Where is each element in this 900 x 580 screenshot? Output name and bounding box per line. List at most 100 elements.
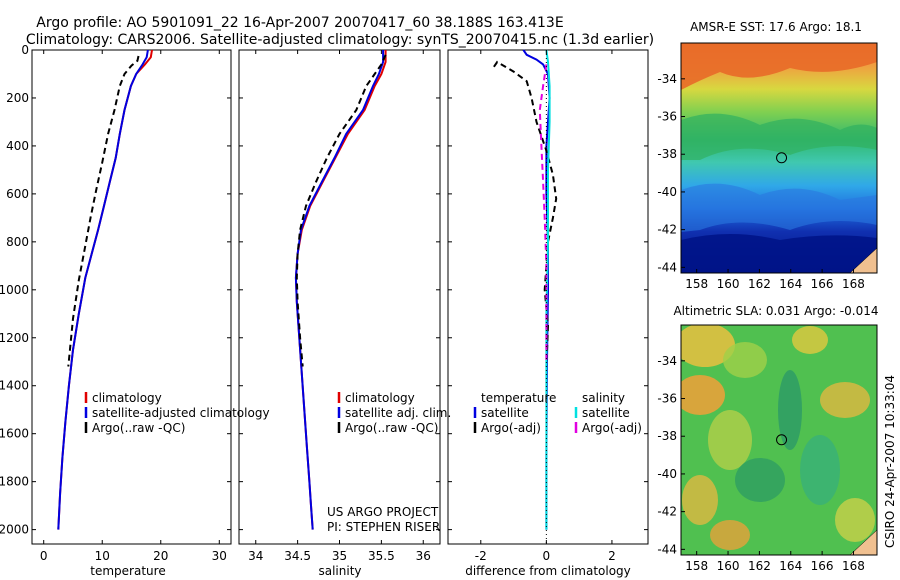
temperature-legend-climatology: climatology [92,391,162,405]
salinity-xtick-label-4: 36 [416,549,431,563]
temperature-series-2 [67,55,140,367]
sla-map-ticks: 158 160 162 164 166 168 -34 -36 -38 -40 -42 -44 [657,354,865,573]
sst_map-ytick-label-2: -38 [657,147,677,161]
salinity-xtick-label-3: 35.5 [368,549,395,563]
salinity-legend: climatology satellite adj. clim. Argo(..… [337,391,451,435]
sla-map-panel: Altimetric SLA: 0.031 Argo: -0.014 158 16… [657,304,878,573]
sla_map-xtick-label-5: 168 [842,559,865,573]
difference-legend: temperature salinity satellite Argo(-adj… [473,391,642,435]
temperature-ytick-label-7: 1400 [0,379,29,393]
temperature-xlabel: temperature [90,564,165,578]
temperature-ytick-label-3: 600 [6,187,29,201]
temperature-legend-argo: Argo(..raw -QC) [92,421,185,435]
figure-title-line2: Climatology: CARS2006. Satellite-adjuste… [26,32,654,48]
sla-map-title: Altimetric SLA: 0.031 Argo: -0.014 [673,304,878,318]
sla_map-xtick-label-0: 158 [685,559,708,573]
temperature-lines [57,49,153,530]
salinity-legend-argo: Argo(..raw -QC) [345,421,438,435]
difference-series-3 [538,64,548,362]
credit-project: US ARGO PROJECT [327,505,439,519]
sst_map-ytick-label-0: -34 [657,72,677,86]
temperature-series-0 [57,49,153,530]
sst-map-panel: AMSR-E SST: 17.6 Argo: 18.1 158 160 162 164… [657,20,878,291]
sst_map-ytick-label-1: -36 [657,110,677,124]
temperature-axes-frame [31,49,232,545]
figure-title-line1: Argo profile: AO 5901091_22 16-Apr-2007 … [36,15,563,31]
difference-panel: -2 0 2 difference from climatology tempera… [447,49,649,578]
salinity-ticks: 34 34.5 35 35.5 36 [239,49,440,563]
temperature-xtick-label-3: 30 [212,549,227,563]
sla-map-frame [680,324,878,556]
temperature-xtick-label-0: 0 [40,549,48,563]
sla_map-xtick-label-2: 162 [748,559,771,573]
difference-legend-sal-satellite: satellite [582,406,630,420]
sst_map-xtick-label-2: 162 [748,277,771,291]
difference-legend-header-salinity: salinity [582,391,625,405]
sst_map-ytick-label-5: -44 [657,260,677,274]
salinity-series-0 [294,50,387,530]
sst_map-xtick-label-0: 158 [685,277,708,291]
sst_map-ytick-label-4: -42 [657,223,677,237]
sla_map-ytick-label-1: -36 [657,392,677,406]
salinity-legend-climatology: climatology [345,391,415,405]
sst-map-image [681,43,877,273]
salinity-series-2 [295,54,387,367]
difference-series-1 [493,60,558,367]
temperature-ytick-label-6: 1200 [0,331,29,345]
salinity-axes-frame [238,49,441,545]
difference-xtick-label-1: 0 [543,549,551,563]
difference-legend-temp-argo: Argo(-adj) [481,421,541,435]
sla_map-ytick-label-5: -44 [657,542,677,556]
difference-series-2 [545,49,551,530]
temperature-ytick-label-2: 400 [6,139,29,153]
sst_map-xtick-label-4: 166 [811,277,834,291]
temperature-ytick-label-4: 800 [6,235,29,249]
difference-xtick-label-2: 2 [608,549,616,563]
temperature-xtick-label-1: 10 [95,549,110,563]
salinity-panel: 34 34.5 35 35.5 36 salinity climatology sate… [238,49,451,578]
sst_map-xtick-label-1: 160 [717,277,740,291]
salinity-lines [294,50,387,530]
sla_map-xtick-label-1: 160 [717,559,740,573]
difference-legend-temp-satellite: satellite [481,406,529,420]
temperature-ytick-label-5: 1000 [0,283,29,297]
csiro-timestamp: CSIRO 24-Apr-2007 10:33:04 [883,375,897,548]
difference-xtick-label-0: -2 [475,549,487,563]
difference-legend-sal-argo: Argo(-adj) [582,421,642,435]
sst-map-ticks: 158 160 162 164 166 168 -34 -36 -38 -40 -42 -44 [657,72,865,291]
sla_map-ytick-label-3: -40 [657,467,677,481]
salinity-xtick-label-0: 34 [248,549,263,563]
temperature-ticks: 0 10 20 30 0 200 400 600 800 1000 1200 1400 1600 1800… [0,43,231,563]
salinity-legend-satellite: satellite adj. clim. [345,406,451,420]
sla-map-argo-marker [776,434,788,446]
sla-map-image [681,325,877,555]
temperature-legend: climatology satellite-adjusted climatolo… [84,391,270,435]
credit-pi: PI: STEPHEN RISER [327,520,440,534]
temperature-xtick-label-2: 20 [153,549,168,563]
temperature-ytick-label-0: 0 [21,43,29,57]
temperature-ytick-label-8: 1600 [0,427,29,441]
sst_map-ytick-label-3: -40 [657,185,677,199]
sla_map-ytick-label-4: -42 [657,505,677,519]
sst-map-argo-marker [776,152,788,164]
temperature-legend-satellite: satellite-adjusted climatology [92,406,270,420]
difference-lines [493,49,558,544]
temperature-series-1 [57,49,149,530]
sst-map-frame [680,42,878,274]
temperature-panel: 0 10 20 30 0 200 400 600 800 1000 1200 1400 1600 1800… [0,43,270,578]
sst_map-xtick-label-5: 168 [842,277,865,291]
sla_map-ytick-label-2: -38 [657,429,677,443]
sst-map-title: AMSR-E SST: 17.6 Argo: 18.1 [690,20,862,34]
salinity-series-1 [294,50,385,530]
sla_map-xtick-label-3: 164 [779,559,802,573]
temperature-ytick-label-10: 2000 [0,523,29,537]
temperature-ytick-label-9: 1800 [0,475,29,489]
temperature-ytick-label-1: 200 [6,91,29,105]
sla_map-ytick-label-0: -34 [657,354,677,368]
difference-legend-header-temperature: temperature [481,391,556,405]
sst_map-xtick-label-3: 164 [779,277,802,291]
difference-axes-frame [447,49,649,545]
salinity-xtick-label-1: 34.5 [284,549,311,563]
difference-xlabel: difference from climatology [465,564,631,578]
